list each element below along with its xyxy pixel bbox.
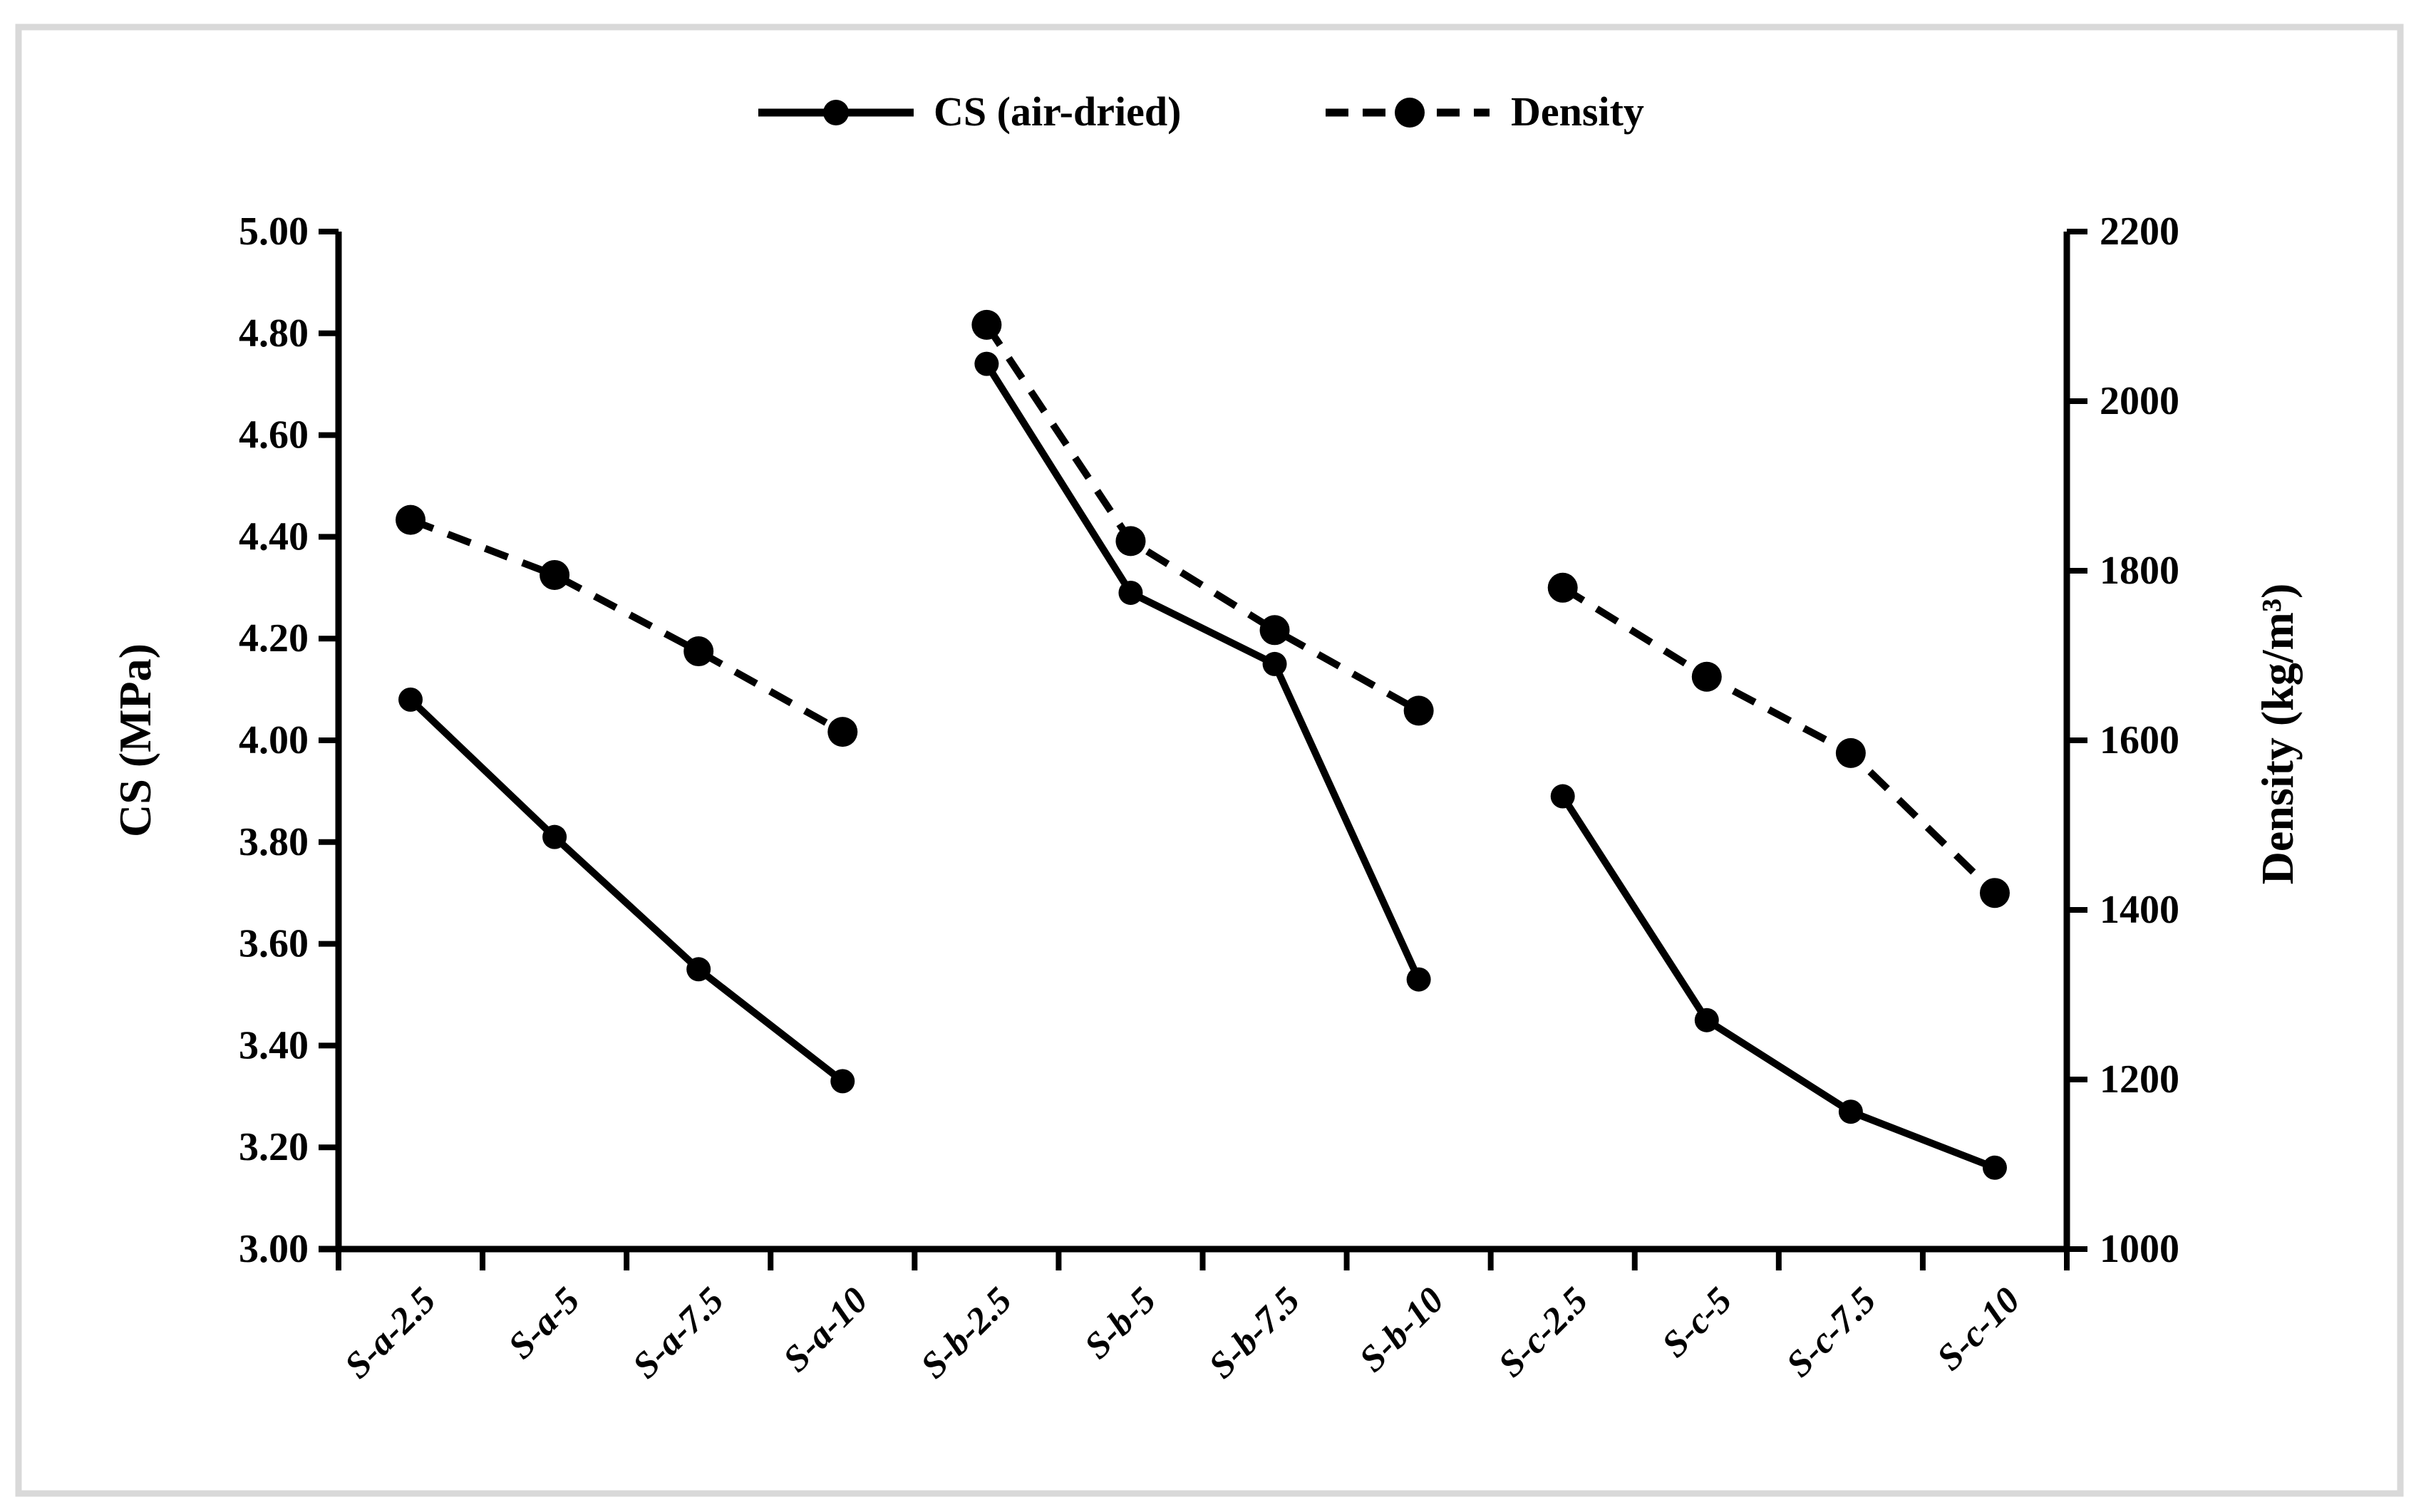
x-axis-tick-label: S-c-2.5 [1491,1280,1596,1385]
data-point-cs [1550,784,1575,809]
data-point-density [1115,526,1146,556]
data-point-density [540,559,570,590]
right-axis-tick-label: 1400 [2100,888,2179,932]
data-point-density [1835,737,1866,768]
right-axis-tick-label: 2200 [2100,209,2179,254]
right-axis-tick-label: 2000 [2100,379,2179,423]
x-axis-tick-label: S-b-10 [1352,1280,1452,1379]
page-border [15,24,2404,1497]
data-point-cs [542,824,567,849]
data-point-density [827,717,858,747]
series-line-density [984,323,1421,714]
data-point-density [1547,572,1578,603]
x-axis-tick-label: S-a-7.5 [625,1280,732,1387]
x-axis-tick-label: S-a-10 [775,1280,875,1379]
legend-marker-dashed [1395,98,1425,128]
left-axis-tick-label: 3.80 [239,820,309,864]
data-point-cs [974,351,999,376]
data-point-cs [1694,1008,1719,1032]
x-axis-tick-label: S-c-7.5 [1779,1280,1884,1385]
right-axis-tick-label: 1000 [2100,1227,2179,1271]
left-axis-tick-label: 3.40 [239,1023,309,1067]
data-point-density [1979,878,2010,908]
x-axis-tick-label: S-b-5 [1077,1280,1164,1367]
right-axis-tick-label: 1800 [2100,549,2179,593]
x-axis-tick-label: S-a-5 [501,1280,588,1367]
series-line-density [1561,584,1998,896]
left-axis-tick-label: 3.00 [239,1227,309,1271]
data-point-cs [830,1069,855,1094]
series-line-cs [984,361,1423,981]
data-point-cs [1262,651,1287,676]
data-point-cs [398,687,423,712]
left-axis-tick-label: 3.60 [239,922,309,966]
left-axis-tick-label: 5.00 [239,209,309,254]
legend-label-cs: CS (air-dried) [934,88,1182,135]
data-point-cs [1118,580,1143,605]
x-axis-tick-label: S-c-5 [1654,1280,1740,1365]
right-axis-tick-label: 1600 [2100,718,2179,762]
data-point-cs [686,957,711,982]
left-axis-title: CS (MPa) [110,643,160,837]
data-point-density [971,309,1002,340]
left-axis-tick-label: 4.80 [239,311,309,356]
data-point-cs [1982,1155,2007,1180]
data-point-density [396,504,426,535]
legend-marker-solid [823,100,849,125]
series-line-cs [1559,794,1996,1171]
left-axis-tick-label: 4.40 [239,514,309,559]
data-point-cs [1838,1099,1863,1124]
data-point-density [1259,615,1290,646]
data-point-cs [1406,967,1431,992]
data-point-density [1691,661,1722,692]
x-axis-tick-label: S-c-10 [1929,1280,2028,1378]
x-axis-tick-label: S-b-7.5 [1201,1280,1308,1387]
x-axis-tick-label: S-b-2.5 [913,1280,1020,1387]
series-line-density [409,516,845,735]
series-line-cs [408,697,845,1084]
right-axis-title: Density (kg/m³) [2252,583,2303,885]
left-axis-tick-label: 4.00 [239,718,309,762]
data-point-density [683,636,714,667]
left-axis-tick-label: 4.60 [239,413,309,457]
legend-label-density: Density [1511,88,1644,135]
right-axis-tick-label: 1200 [2100,1057,2179,1102]
x-axis-tick-label: S-a-2.5 [337,1280,444,1387]
data-point-density [1403,695,1434,726]
left-axis-tick-label: 4.20 [239,616,309,661]
left-axis-tick-label: 3.20 [239,1125,309,1169]
